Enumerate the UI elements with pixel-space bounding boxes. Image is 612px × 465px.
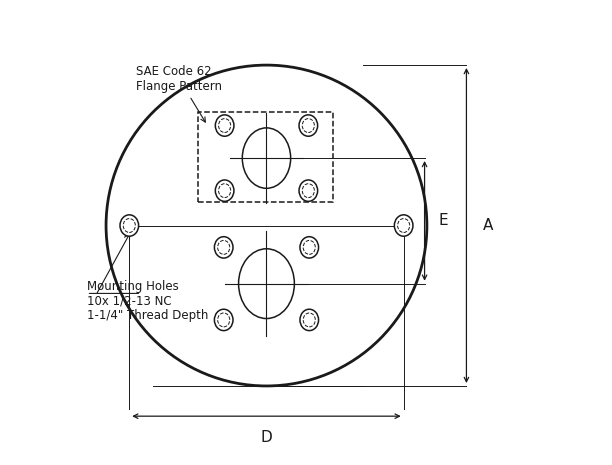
Ellipse shape — [299, 115, 318, 136]
Text: 1-1/4" Thread Depth: 1-1/4" Thread Depth — [86, 309, 208, 322]
Ellipse shape — [120, 215, 138, 236]
Text: A: A — [483, 218, 493, 233]
Bar — [198, 112, 333, 202]
Text: E: E — [439, 213, 448, 228]
Ellipse shape — [214, 237, 233, 258]
Text: SAE Code 62
Flange Pattern: SAE Code 62 Flange Pattern — [136, 65, 222, 122]
Text: 10x 1/2-13 NC: 10x 1/2-13 NC — [86, 295, 171, 308]
Text: Mounting Holes: Mounting Holes — [86, 280, 178, 293]
Ellipse shape — [299, 180, 318, 201]
Ellipse shape — [394, 215, 413, 236]
Ellipse shape — [242, 128, 291, 188]
Ellipse shape — [300, 309, 319, 331]
Ellipse shape — [300, 237, 319, 258]
Ellipse shape — [215, 180, 234, 201]
Ellipse shape — [215, 115, 234, 136]
Ellipse shape — [214, 309, 233, 331]
Text: D: D — [261, 430, 272, 445]
Ellipse shape — [239, 249, 294, 319]
